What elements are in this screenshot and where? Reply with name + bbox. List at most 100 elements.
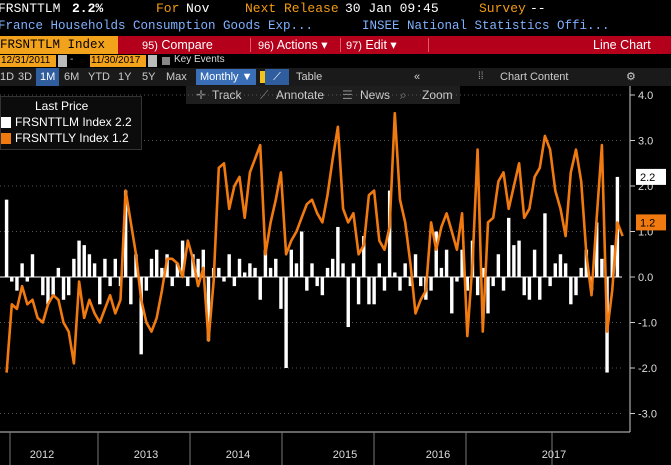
bar — [387, 190, 392, 277]
bar — [113, 258, 118, 277]
search-icon: ⌕ — [400, 88, 407, 102]
edit-button[interactable]: 97) Edit ▾ — [346, 36, 397, 54]
bar — [594, 222, 599, 277]
period-max[interactable]: Max — [166, 71, 187, 83]
bar — [563, 263, 568, 277]
bar — [351, 263, 356, 277]
bar — [403, 263, 407, 277]
survey-label: Survey — [479, 1, 526, 16]
security-field[interactable]: FRSNTTLM Index — [0, 36, 118, 54]
bar — [444, 249, 449, 277]
chart-content-label[interactable]: Chart Content — [500, 71, 569, 83]
date-range-bar: 12/31/2011 - 11/30/2017 Key Events — [0, 54, 671, 68]
news-icon: ☰ — [342, 88, 353, 102]
bar — [227, 254, 231, 277]
x-tick-label: 2016 — [426, 449, 450, 461]
period-3d[interactable]: 3D — [18, 71, 33, 83]
bar — [517, 240, 521, 277]
compare-button[interactable]: 95) Compare — [142, 36, 213, 54]
bar — [175, 263, 180, 277]
toolbar-divider — [428, 38, 429, 52]
bar — [258, 277, 262, 300]
legend-header: Last Price — [35, 99, 89, 113]
end-date-field[interactable]: 11/30/2017 — [90, 55, 146, 67]
calendar-icon[interactable] — [58, 55, 67, 67]
gear-icon[interactable]: ⚙ — [626, 71, 636, 83]
period-5y[interactable]: 5Y — [142, 71, 156, 83]
bar — [149, 258, 154, 277]
bar — [336, 226, 340, 277]
bar — [532, 249, 537, 277]
key-events-checkbox[interactable] — [162, 57, 170, 65]
bar — [367, 277, 371, 305]
actions-button[interactable]: 96) Actions ▾ — [258, 36, 327, 54]
bar — [201, 249, 206, 277]
frequency-select[interactable]: Monthly ▼ — [196, 69, 257, 85]
period-6m[interactable]: 6M — [64, 71, 80, 83]
bar — [274, 258, 278, 277]
bar — [465, 277, 470, 291]
bar — [15, 277, 19, 291]
chart-type-button[interactable]: Line Chart — [593, 38, 651, 52]
for-label: For — [156, 1, 180, 16]
track-button[interactable]: Track — [212, 88, 242, 102]
bar — [284, 277, 288, 368]
ticker-header: FRSNTTLM 2.2% For Nov Next Release 30 Ja… — [0, 0, 671, 18]
bar — [455, 277, 459, 282]
bar — [501, 277, 506, 291]
start-date-field[interactable]: 12/31/2011 — [0, 55, 56, 67]
period-ytd[interactable]: YTD — [88, 71, 110, 83]
line-chart-icon[interactable]: ⟋ — [265, 69, 289, 85]
period-1m[interactable]: 1M — [36, 68, 60, 86]
bar — [486, 277, 490, 314]
caret-down-icon: ▾ — [321, 38, 328, 52]
bar — [506, 217, 511, 277]
bar — [25, 277, 30, 282]
security-description: France Households Consumption Goods Exp.… — [0, 19, 314, 33]
bar — [377, 263, 382, 277]
bar — [299, 231, 304, 277]
bar — [92, 263, 97, 277]
bar — [46, 277, 50, 305]
legend-value-1: 2.2 — [115, 115, 132, 129]
bar — [237, 258, 242, 277]
x-tick-label: 2013 — [134, 449, 158, 461]
source-description: INSEE National Statistics Offi... — [362, 19, 610, 33]
bar — [82, 245, 86, 277]
bar — [35, 277, 40, 278]
bar — [30, 254, 35, 277]
key-events-label: Key Events — [174, 54, 225, 65]
actions-label: Actions — [276, 38, 318, 52]
bar — [413, 254, 418, 277]
frequency-value: Monthly — [200, 71, 239, 83]
y-axis: 4.03.02.01.00.0-1.0-2.0-3.0 — [629, 86, 657, 432]
bar — [491, 277, 495, 287]
description-bar: France Households Consumption Goods Exp.… — [0, 18, 671, 36]
period-1y[interactable]: 1Y — [118, 71, 132, 83]
bar — [475, 277, 480, 296]
table-button[interactable]: Table — [296, 71, 323, 83]
legend-value-2: 1.2 — [111, 131, 129, 145]
bar — [289, 249, 294, 277]
zoom-button[interactable]: Zoom — [422, 88, 453, 102]
bar — [325, 267, 330, 277]
bar — [206, 277, 211, 341]
period-1d[interactable]: 1D — [0, 71, 15, 83]
bar — [310, 263, 314, 277]
crosshair-icon: ✛ — [196, 88, 207, 102]
legend-entry-2: FRSNTTLY Index 1.2 — [1, 131, 129, 146]
legend[interactable]: Last Price FRSNTTLM Index 2.2 FRSNTTLY I… — [0, 96, 142, 150]
bar — [222, 277, 226, 282]
bar — [61, 277, 66, 300]
bar — [41, 277, 45, 296]
news-button[interactable]: News — [360, 88, 391, 102]
x-tick-label: 2012 — [30, 449, 54, 461]
bar — [87, 254, 92, 277]
bar — [543, 213, 547, 277]
bar — [320, 277, 325, 296]
bar — [196, 258, 200, 277]
calendar-icon[interactable] — [148, 55, 157, 67]
collapse-left-icon[interactable]: « — [414, 71, 421, 83]
y-tick-label: -2.0 — [638, 363, 657, 375]
